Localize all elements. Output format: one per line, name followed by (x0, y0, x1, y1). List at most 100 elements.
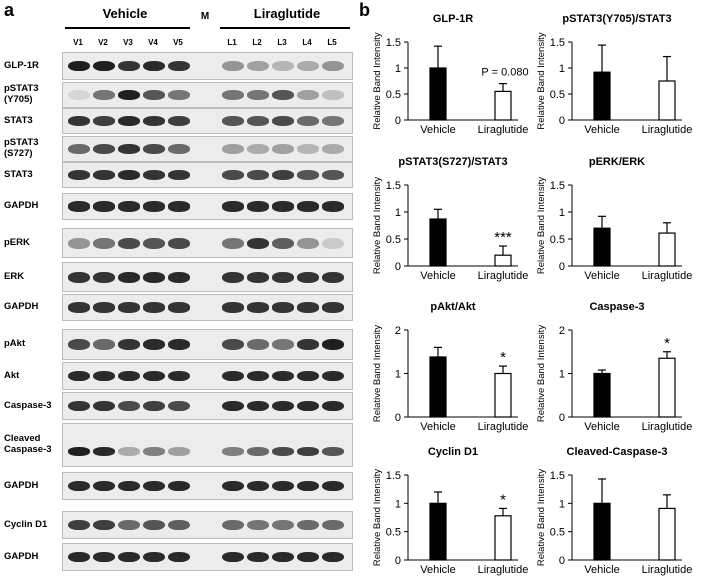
blot-band (247, 115, 269, 127)
blot-label-13: GAPDH (4, 479, 39, 491)
y-tick-label: 1.5 (386, 470, 401, 482)
western-blot-strip (62, 108, 353, 134)
y-tick-label: 1 (559, 498, 565, 510)
y-axis-label: Relative Band Intensity (372, 177, 383, 274)
blot-band (272, 302, 294, 313)
bar-liraglutide (658, 357, 676, 418)
blot-band (68, 143, 90, 155)
lane-label-l2: L2 (252, 38, 262, 47)
western-blot-strip (62, 136, 353, 162)
blot-band (118, 519, 140, 531)
y-axis-label: Relative Band Intensity (372, 325, 383, 422)
blot-band (247, 339, 269, 350)
blot-label-9: pAkt (4, 338, 26, 349)
blot-band (222, 400, 244, 412)
y-tick-label: 0 (559, 555, 565, 567)
lane-label-l5: L5 (327, 38, 337, 47)
bar-vehicle (593, 502, 611, 561)
blot-band (222, 447, 244, 457)
blot-band (322, 201, 344, 212)
y-axis-label: Relative Band Intensity (536, 32, 547, 129)
y-tick-label: 1 (395, 63, 401, 75)
blot-band (272, 271, 294, 283)
western-blot-strip (62, 392, 353, 420)
blot-band (93, 201, 115, 212)
blot-band (272, 143, 294, 155)
y-tick-label: 2 (559, 325, 565, 337)
blot-band (118, 339, 140, 350)
x-tick-label: Liraglutide (642, 124, 693, 136)
blot-band (93, 400, 115, 412)
x-tick-label: Vehicle (584, 564, 619, 576)
y-tick-label: 1.5 (386, 180, 401, 192)
blot-band (118, 400, 140, 412)
blot-band (68, 551, 90, 563)
x-tick-label: Liraglutide (478, 270, 529, 282)
western-blot-strip (62, 329, 353, 360)
blot-band (297, 551, 319, 563)
blot-band (297, 519, 319, 531)
blot-band (222, 519, 244, 531)
blot-band (143, 519, 165, 531)
marker-label: M (200, 11, 210, 22)
blot-label-8: GAPDH (4, 301, 39, 312)
y-tick-label: 0 (559, 412, 565, 424)
y-tick-label: 0 (395, 261, 401, 273)
blot-band (222, 143, 244, 155)
blot-band (247, 143, 269, 155)
blot-band (68, 400, 90, 412)
vehicle-group-line (65, 27, 190, 29)
blot-band (272, 400, 294, 412)
blot-band (247, 370, 269, 382)
blot-band (68, 480, 90, 492)
y-tick-label: 2 (395, 325, 401, 337)
blot-band (272, 519, 294, 531)
blot-band (143, 339, 165, 350)
lane-label-v5: V5 (173, 38, 183, 47)
blot-band (168, 551, 190, 563)
blot-label-0: GLP-1R (4, 59, 39, 71)
blot-band (143, 169, 165, 181)
blot-band (272, 60, 294, 72)
blot-label-1: pSTAT3 (Y705) (4, 83, 39, 105)
x-tick-label: Liraglutide (478, 564, 529, 576)
blot-band (222, 89, 244, 101)
blot-band (68, 447, 90, 457)
blot-band (222, 201, 244, 212)
x-tick-label: Vehicle (420, 564, 455, 576)
x-tick-label: Vehicle (584, 270, 619, 282)
western-blot-strip (62, 294, 353, 321)
western-blot-strip (62, 262, 353, 292)
blot-band (322, 519, 344, 531)
blot-band (322, 302, 344, 313)
blot-band (247, 551, 269, 563)
blot-band (168, 480, 190, 492)
blot-band (68, 370, 90, 382)
western-blot-strip (62, 162, 353, 188)
significance-annotation: * (664, 335, 670, 352)
bar-liraglutide (658, 80, 676, 121)
lane-label-l3: L3 (277, 38, 287, 47)
panel-a-letter: a (4, 0, 15, 20)
y-tick-label: 0.5 (386, 89, 401, 101)
chart-title: Caspase-3 (589, 301, 644, 313)
blot-band (322, 169, 344, 181)
liraglutide-group-line (220, 27, 350, 29)
blot-band (143, 447, 165, 457)
blot-band (118, 551, 140, 563)
blot-band (143, 480, 165, 492)
blot-band (143, 89, 165, 101)
blot-band (168, 237, 190, 249)
blot-band (222, 339, 244, 350)
blot-label-7: ERK (4, 270, 25, 282)
blot-band (272, 115, 294, 127)
blot-band (247, 60, 269, 72)
blot-band (297, 201, 319, 212)
lane-label-v4: V4 (148, 38, 158, 47)
y-tick-label: 1 (395, 498, 401, 510)
blot-band (118, 201, 140, 212)
blot-band (272, 447, 294, 457)
blot-band (118, 60, 140, 72)
chart-title: Cleaved-Caspase-3 (567, 446, 668, 458)
blot-band (297, 60, 319, 72)
